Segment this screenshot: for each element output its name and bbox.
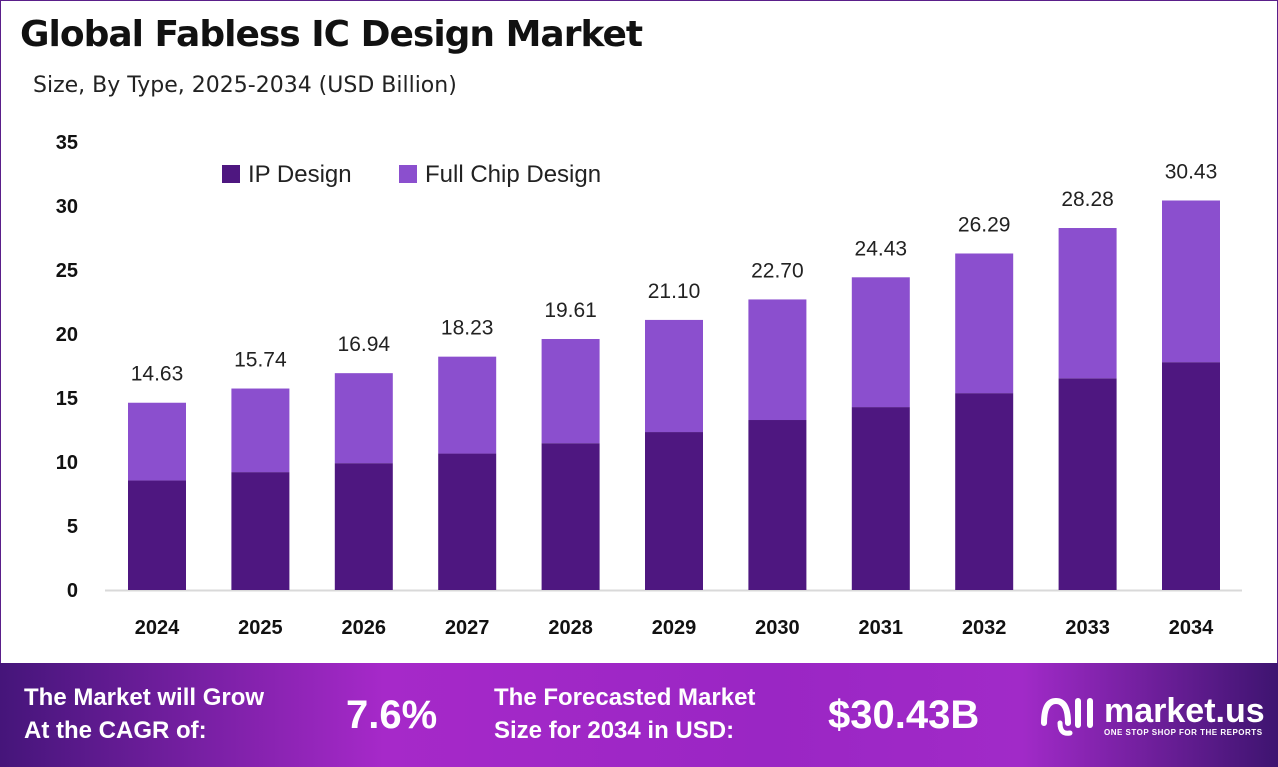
data-label-total: 14.63 bbox=[131, 363, 184, 386]
y-tick-label: 15 bbox=[56, 388, 78, 410]
footer-banner: The Market will Grow At the CAGR of: 7.6… bbox=[0, 663, 1278, 767]
bar-ip-design bbox=[541, 443, 600, 590]
forecast-label-line1: The Forecasted Market bbox=[494, 684, 756, 711]
bar-full-chip-design bbox=[955, 253, 1014, 394]
bar-ip-design bbox=[334, 463, 393, 590]
cagr-label-line1: The Market will Grow bbox=[24, 684, 265, 711]
x-tick-label: 2028 bbox=[548, 617, 593, 639]
x-tick-label: 2026 bbox=[342, 617, 387, 639]
cagr-label: The Market will Grow At the CAGR of: bbox=[24, 681, 264, 747]
bar-full-chip-design bbox=[334, 373, 393, 464]
x-tick-label: 2030 bbox=[755, 617, 800, 639]
bar-full-chip-design bbox=[541, 338, 600, 444]
x-tick-label: 2027 bbox=[445, 617, 490, 639]
forecast-label-line2: Size for 2034 in USD: bbox=[494, 717, 735, 744]
x-tick-label: 2034 bbox=[1169, 617, 1214, 639]
bar-full-chip-design bbox=[231, 388, 290, 473]
y-tick-label: 10 bbox=[56, 452, 78, 474]
bar-ip-design bbox=[748, 420, 807, 590]
legend-swatch-full-chip-design bbox=[399, 165, 417, 183]
bar-ip-design bbox=[955, 393, 1014, 590]
forecast-value: $30.43B bbox=[828, 693, 980, 737]
bar-ip-design bbox=[231, 472, 290, 590]
bar-full-chip-design bbox=[851, 277, 910, 408]
bar-full-chip-design bbox=[1162, 200, 1220, 363]
data-label-total: 15.74 bbox=[234, 349, 287, 372]
data-label-total: 16.94 bbox=[338, 333, 391, 356]
data-label-total: 18.23 bbox=[441, 317, 494, 340]
bar-full-chip-design bbox=[438, 356, 497, 454]
legend-label-ip-design: IP Design bbox=[248, 161, 352, 188]
data-label-total: 21.10 bbox=[648, 280, 701, 303]
bar-ip-design bbox=[1058, 378, 1117, 590]
cagr-label-line2: At the CAGR of: bbox=[24, 717, 207, 744]
logo-icon bbox=[1041, 697, 1093, 736]
data-label-total: 26.29 bbox=[958, 213, 1011, 236]
legend-swatch-ip-design bbox=[222, 165, 240, 183]
bar-full-chip-design bbox=[748, 299, 807, 421]
x-tick-label: 2031 bbox=[859, 617, 904, 639]
x-tick-label: 2029 bbox=[652, 617, 697, 639]
bar-ip-design bbox=[851, 407, 910, 590]
bar-full-chip-design bbox=[128, 402, 186, 481]
bar-full-chip-design bbox=[645, 319, 703, 433]
cagr-value: 7.6% bbox=[346, 693, 438, 737]
data-label-total: 19.61 bbox=[544, 299, 597, 322]
x-tick-label: 2025 bbox=[238, 617, 283, 639]
bar-ip-design bbox=[438, 453, 497, 590]
bar-ip-design bbox=[645, 432, 703, 590]
y-tick-label: 5 bbox=[67, 516, 78, 538]
market-us-logo: market.us ONE STOP SHOP FOR THE REPORTS bbox=[1040, 693, 1265, 737]
logo-name: market.us bbox=[1104, 691, 1265, 730]
bars: 14.63 2024 15.74 2025 16.94 2026 18.23 2027 19.6… bbox=[128, 160, 1220, 639]
y-axis: 0 5 10 15 20 25 30 35 bbox=[56, 132, 78, 602]
bar-ip-design bbox=[128, 480, 186, 590]
bar-full-chip-design bbox=[1058, 228, 1117, 379]
y-tick-label: 30 bbox=[56, 196, 78, 218]
x-tick-label: 2032 bbox=[962, 617, 1007, 639]
data-label-total: 24.43 bbox=[855, 237, 908, 260]
y-tick-label: 25 bbox=[56, 260, 78, 282]
x-tick-label: 2033 bbox=[1065, 617, 1110, 639]
y-tick-label: 0 bbox=[67, 580, 78, 602]
y-tick-label: 35 bbox=[56, 132, 78, 154]
logo-tagline: ONE STOP SHOP FOR THE REPORTS bbox=[1104, 727, 1263, 737]
x-tick-label: 2024 bbox=[135, 617, 180, 639]
y-tick-label: 20 bbox=[56, 324, 78, 346]
bar-ip-design bbox=[1162, 362, 1220, 590]
data-label-total: 22.70 bbox=[751, 259, 804, 282]
legend-label-full-chip-design: Full Chip Design bbox=[425, 161, 601, 188]
legend: IP Design Full Chip Design bbox=[222, 161, 601, 188]
data-label-total: 30.43 bbox=[1165, 160, 1218, 183]
chart-subtitle: Size, By Type, 2025-2034 (USD Billion) bbox=[33, 73, 457, 98]
forecast-label: The Forecasted Market Size for 2034 in U… bbox=[494, 681, 755, 747]
chart-title: Global Fabless IC Design Market bbox=[20, 14, 643, 55]
data-label-total: 28.28 bbox=[1061, 188, 1114, 211]
